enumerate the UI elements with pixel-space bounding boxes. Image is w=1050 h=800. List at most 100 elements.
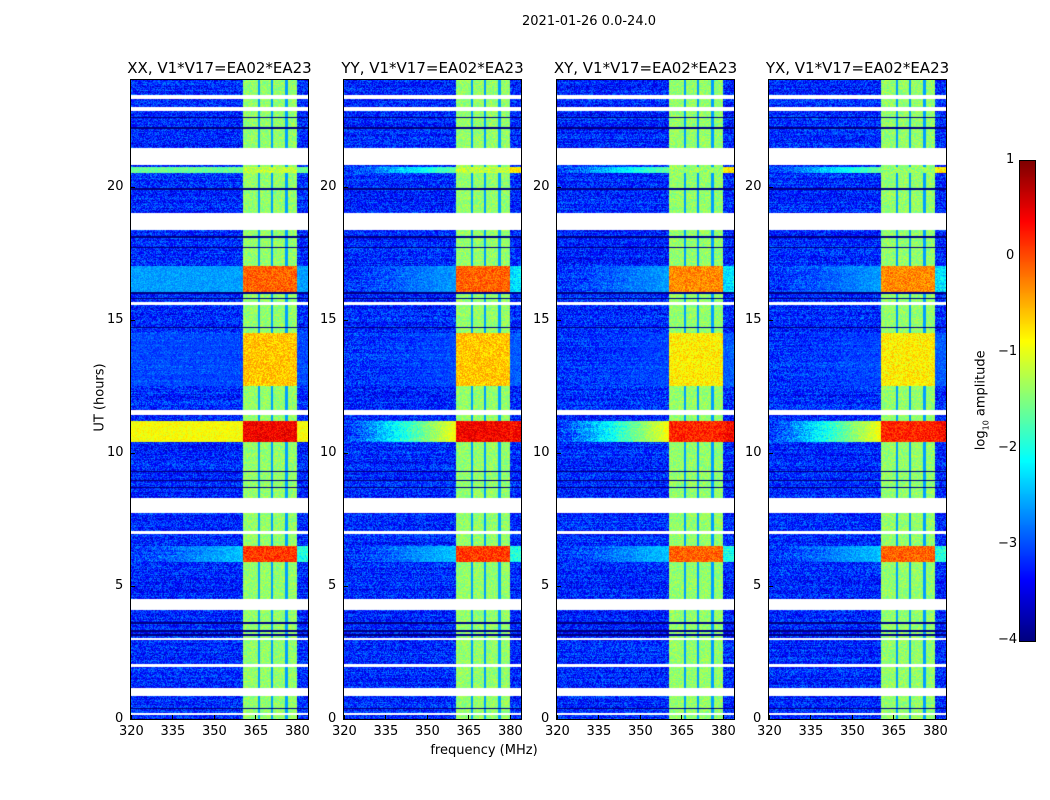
x-tick-mark [893, 715, 895, 719]
x-tick-label: 350 [839, 724, 865, 739]
y-tick-mark [557, 719, 561, 720]
panel-title-xy: XY, V1*V17=EA02*EA23 [553, 59, 738, 77]
colorbar-label: log10 amplitude [973, 350, 991, 451]
x-tick-mark [681, 715, 683, 719]
x-tick-mark [598, 715, 600, 719]
y-tick-mark [769, 452, 773, 454]
x-tick-mark [509, 715, 511, 719]
x-tick-mark [172, 715, 174, 719]
spectrogram-panel-yx [768, 79, 947, 720]
spectrogram-panel-xx [130, 79, 309, 720]
y-tick-label: 10 [533, 444, 550, 460]
y-tick-label: 15 [745, 311, 762, 327]
y-tick-mark [769, 186, 773, 188]
x-tick-label: 380 [497, 724, 523, 739]
spectrogram-heatmap-yy [344, 80, 521, 719]
x-tick-label: 380 [710, 724, 736, 739]
colorbar [1019, 160, 1036, 642]
x-tick-label: 335 [373, 724, 399, 739]
y-tick-mark [557, 319, 561, 321]
x-tick-label: 350 [627, 724, 653, 739]
y-tick-label: 0 [753, 711, 762, 726]
x-tick-mark [722, 715, 724, 719]
colorbar-tick-label: 1 [1006, 152, 1015, 167]
colorbar-tick-label: −1 [998, 344, 1018, 359]
y-tick-mark [131, 319, 135, 321]
spectrogram-panel-xy [556, 79, 735, 720]
y-tick-label: 5 [115, 577, 124, 593]
y-tick-label: 20 [320, 178, 337, 194]
x-tick-mark [426, 715, 428, 719]
y-tick-label: 20 [533, 178, 550, 194]
x-tick-label: 365 [669, 724, 695, 739]
y-tick-mark [344, 452, 348, 454]
x-tick-label: 320 [757, 724, 782, 739]
panel-title-yx: YX, V1*V17=EA02*EA23 [765, 59, 950, 77]
y-tick-label: 0 [328, 711, 337, 726]
y-tick-label: 20 [745, 178, 762, 194]
y-tick-mark [557, 452, 561, 454]
panel-title-xx: XX, V1*V17=EA02*EA23 [127, 59, 312, 77]
x-tick-mark [810, 715, 812, 719]
y-tick-label: 10 [107, 444, 124, 460]
x-tick-label: 320 [332, 724, 357, 739]
x-tick-label: 335 [160, 724, 186, 739]
x-tick-label: 365 [881, 724, 907, 739]
x-tick-label: 365 [456, 724, 482, 739]
colorbar-tick-label: −4 [998, 632, 1018, 647]
y-tick-label: 0 [115, 711, 124, 726]
x-tick-mark [296, 715, 298, 719]
colorbar-tick-label: −3 [998, 536, 1018, 551]
y-axis-label: UT (hours) [92, 363, 108, 432]
x-tick-mark [468, 715, 470, 719]
y-tick-label: 5 [753, 577, 762, 593]
x-tick-mark [639, 715, 641, 719]
y-tick-mark [344, 585, 348, 587]
x-tick-mark [385, 715, 387, 719]
spectrogram-heatmap-xy [557, 80, 734, 719]
x-axis-label: frequency (MHz) [430, 743, 538, 758]
spectrogram-panel-yy [343, 79, 522, 720]
x-tick-mark [934, 715, 936, 719]
x-tick-label: 320 [119, 724, 144, 739]
x-tick-mark [213, 715, 215, 719]
y-tick-mark [131, 452, 135, 454]
x-tick-mark [769, 715, 770, 719]
x-tick-mark [557, 715, 558, 719]
y-tick-mark [344, 186, 348, 188]
y-tick-mark [769, 585, 773, 587]
y-tick-mark [131, 719, 135, 720]
colorbar-tick-label: −2 [998, 440, 1018, 455]
y-tick-mark [131, 186, 135, 188]
x-tick-mark [851, 715, 853, 719]
x-tick-label: 380 [922, 724, 948, 739]
y-tick-label: 5 [541, 577, 550, 593]
x-tick-label: 380 [284, 724, 310, 739]
y-tick-mark [769, 719, 773, 720]
y-tick-label: 5 [328, 577, 337, 593]
y-tick-label: 10 [745, 444, 762, 460]
x-tick-mark [131, 715, 132, 719]
x-tick-label: 365 [243, 724, 269, 739]
x-tick-mark [255, 715, 257, 719]
y-tick-label: 15 [107, 311, 124, 327]
y-tick-label: 20 [107, 178, 124, 194]
spectrogram-heatmap-xx [131, 80, 308, 719]
y-tick-label: 15 [320, 311, 337, 327]
x-tick-label: 350 [414, 724, 440, 739]
y-tick-mark [344, 319, 348, 321]
y-tick-mark [769, 319, 773, 321]
y-tick-label: 15 [533, 311, 550, 327]
panel-title-yy: YY, V1*V17=EA02*EA23 [341, 59, 524, 77]
y-tick-label: 10 [320, 444, 337, 460]
x-tick-mark [344, 715, 345, 719]
x-tick-label: 335 [586, 724, 612, 739]
spectrogram-heatmap-yx [769, 80, 946, 719]
x-tick-label: 335 [798, 724, 824, 739]
y-tick-label: 0 [541, 711, 550, 726]
x-tick-label: 320 [545, 724, 570, 739]
x-tick-label: 350 [201, 724, 227, 739]
y-tick-mark [131, 585, 135, 587]
y-tick-mark [557, 585, 561, 587]
